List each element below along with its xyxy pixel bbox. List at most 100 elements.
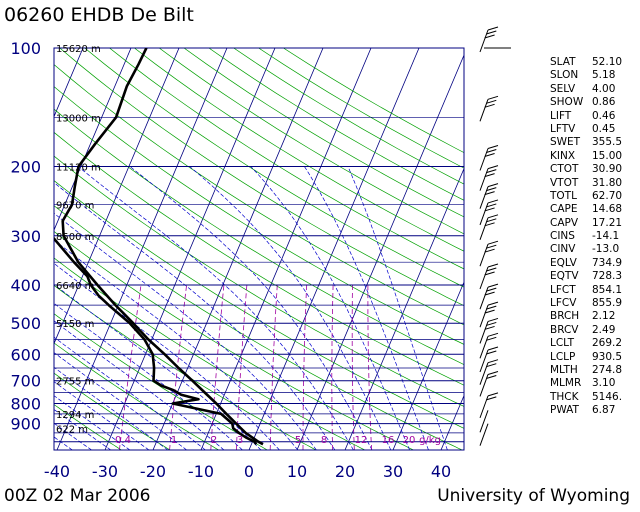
wind-barb-flag <box>484 153 495 157</box>
mixing-ratio-label: 12 <box>355 435 368 446</box>
index-name: LCLP <box>550 350 576 363</box>
index-name: LIFT <box>550 109 572 122</box>
data-source: University of Wyoming <box>437 486 630 506</box>
index-row-slat: SLAT 52.10 <box>550 56 638 69</box>
index-value: -14.1 <box>592 230 620 243</box>
index-row-cape: CAPE 14.68 <box>550 203 638 216</box>
station-title: 06260 EHDB De Bilt <box>4 4 194 26</box>
pressure-tick-200: 200 <box>10 158 41 177</box>
height-label: 11120 m <box>56 163 101 174</box>
wind-barb-flag <box>487 317 499 322</box>
index-row-lftv: LFTV 0.45 <box>550 123 638 136</box>
index-name: BRCV <box>550 323 579 336</box>
index-row-brcv: BRCV 2.49 <box>550 324 638 337</box>
index-row-swet: SWET 355.5 <box>550 136 638 149</box>
index-value: 728.3 <box>592 270 623 283</box>
index-row-capv: CAPV 17.21 <box>550 217 638 230</box>
wind-barb-flag <box>487 145 499 149</box>
index-value: 62.70 <box>592 189 623 202</box>
isotherm--20 <box>152 48 324 450</box>
index-name: LFTV <box>550 122 576 135</box>
moist-adiabat--32 <box>54 409 112 450</box>
wind-barb <box>479 26 499 53</box>
index-name: PWAT <box>550 404 579 417</box>
pressure-tick-700: 700 <box>10 372 41 391</box>
index-name: CAPE <box>550 203 578 216</box>
index-name: LCLT <box>550 337 574 350</box>
wind-barb-flag <box>486 363 497 368</box>
index-value: 15.00 <box>592 149 623 162</box>
moist-adiabat-16 <box>54 182 336 450</box>
index-row-eqtv: EQTV 728.3 <box>550 270 638 283</box>
temp-tick-0: 0 <box>244 462 254 481</box>
isotherm--70 <box>54 48 84 118</box>
dry-adiabat--20 <box>54 372 171 450</box>
wind-barb-flag <box>487 332 499 337</box>
index-row-pwat: PWAT 6.87 <box>550 404 638 417</box>
index-value: 930.5 <box>592 350 623 363</box>
wind-barb-flag <box>486 374 497 379</box>
wind-barb-flag <box>486 267 497 272</box>
pressure-tick-400: 400 <box>10 276 41 295</box>
index-row-ctot: CTOT 30.90 <box>550 163 638 176</box>
wind-barb-flag <box>484 271 495 276</box>
wind-barb <box>479 283 499 310</box>
dry-adiabat--30 <box>54 404 122 450</box>
dry-adiabat-160 <box>183 48 464 218</box>
moist-adiabat-grid <box>54 166 448 450</box>
index-value: 2.49 <box>592 323 616 336</box>
dry-adiabat-140 <box>134 48 464 252</box>
temp-tick-40: 40 <box>431 462 451 481</box>
wind-barb-flag <box>486 30 497 35</box>
index-value: 14.68 <box>592 203 623 216</box>
isotherm-grid <box>54 48 464 450</box>
wind-barb-flag <box>486 350 497 355</box>
index-row-slon: SLON 5.18 <box>550 69 638 82</box>
wind-barb-flag <box>487 359 499 364</box>
wind-barb-flag <box>486 321 497 326</box>
index-value: 355.5 <box>592 136 623 149</box>
dry-adiabat-60 <box>54 155 464 407</box>
isotherm-20 <box>344 167 464 450</box>
wind-barb-flag <box>487 95 499 100</box>
wind-barb <box>479 165 499 191</box>
plot-frame <box>53 47 465 451</box>
index-name: MLMR <box>550 377 582 390</box>
dry-adiabat-100 <box>54 64 464 326</box>
index-name: CINS <box>550 230 575 243</box>
index-name: SELV <box>550 82 576 95</box>
temp-tick-10: 10 <box>287 462 307 481</box>
dewpoint-profile <box>54 236 258 445</box>
index-row-selv: SELV 4.00 <box>550 83 638 96</box>
dry-adiabat-10 <box>54 285 317 450</box>
index-value: 2.12 <box>592 310 616 323</box>
wind-barb <box>479 346 499 373</box>
wind-barb-flag <box>487 346 499 351</box>
wind-barb-flag <box>486 218 497 223</box>
dry-adiabat-40 <box>54 205 463 450</box>
wind-barb-shaft <box>479 168 489 191</box>
index-row-cinv: CINV -13.0 <box>550 243 638 256</box>
index-value: 3.10 <box>592 377 616 390</box>
wind-barb <box>479 263 499 290</box>
isotherm--30 <box>104 48 276 450</box>
wind-barb <box>479 423 489 446</box>
wind-barb-shaft <box>479 349 489 373</box>
wind-barb <box>479 359 499 385</box>
index-row-show: SHOW 0.86 <box>550 96 638 109</box>
mixing-ratio-1 <box>169 284 187 450</box>
index-row-eqlv: EQLV 734.9 <box>550 257 638 270</box>
moist-adiabat--8 <box>54 320 225 450</box>
index-value: 734.9 <box>592 256 623 269</box>
moist-adiabat-4 <box>54 262 280 450</box>
moist-adiabat-8 <box>54 239 299 450</box>
index-value: 0.86 <box>592 96 616 109</box>
isotherm--60 <box>54 48 132 232</box>
pressure-tick-800: 800 <box>10 395 41 414</box>
index-row-mlmr: MLMR 3.10 <box>550 377 638 390</box>
index-value: 5146. <box>592 390 623 403</box>
dry-adiabat-0 <box>54 313 268 450</box>
observation-time: 00Z 02 Mar 2006 <box>4 486 151 506</box>
index-value: 855.9 <box>592 297 623 310</box>
moist-adiabat-32 <box>250 166 410 450</box>
